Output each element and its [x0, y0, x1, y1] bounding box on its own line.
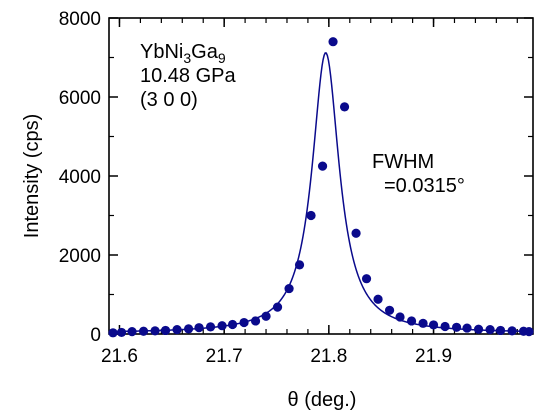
data-point	[351, 228, 361, 238]
data-point	[373, 294, 383, 304]
data-point	[317, 161, 328, 171]
data-point	[384, 305, 395, 315]
data-point	[183, 324, 194, 334]
data-point	[250, 316, 261, 326]
fwhm-value-label: =0.0315°	[384, 175, 465, 197]
data-point	[160, 325, 171, 336]
x-axis-title: θ (deg.)	[288, 389, 357, 411]
reflection-label: (3 0 0)	[140, 89, 198, 111]
data-point	[108, 328, 118, 338]
data-points	[108, 37, 534, 338]
pressure-label: 10.48 GPa	[140, 65, 237, 87]
data-point	[328, 37, 338, 47]
x-tick-label: 21.9	[415, 346, 452, 367]
data-point	[418, 318, 428, 328]
data-point	[194, 323, 204, 333]
y-tick-label: 0	[90, 325, 101, 346]
data-point	[406, 316, 417, 326]
data-point	[261, 311, 271, 321]
data-point	[227, 319, 238, 330]
data-point	[239, 317, 249, 328]
data-point	[361, 274, 372, 284]
data-point	[150, 326, 160, 336]
x-tick-label: 21.6	[101, 346, 138, 367]
x-tick-label: 21.7	[206, 346, 243, 367]
data-point	[284, 283, 294, 294]
fwhm-label: FWHM	[372, 151, 434, 173]
data-point	[495, 325, 506, 336]
y-tick-label: 8000	[59, 9, 101, 30]
data-point	[428, 320, 439, 330]
data-point	[272, 302, 283, 312]
data-point	[172, 325, 182, 335]
y-tick-labels: 0 2000 4000 6000 8000	[59, 9, 101, 346]
sample-name-label: YbNi3Ga9	[140, 41, 226, 66]
y-tick-label: 4000	[59, 167, 101, 188]
data-point	[395, 312, 405, 322]
data-point	[339, 102, 350, 112]
y-tick-label: 2000	[59, 246, 101, 267]
y-tick-label: 6000	[59, 88, 101, 109]
data-point	[440, 321, 450, 332]
data-point	[205, 322, 216, 332]
y-axis-title: Intensity (cps)	[21, 114, 43, 238]
data-point	[294, 260, 305, 270]
data-point	[138, 326, 149, 336]
x-tick-labels: 21.6 21.7 21.8 21.9	[101, 346, 452, 367]
data-point	[127, 327, 137, 337]
data-point	[507, 326, 517, 336]
data-point	[116, 327, 127, 338]
data-point	[306, 210, 316, 221]
data-point	[524, 327, 534, 337]
data-point	[462, 323, 472, 333]
data-point	[485, 325, 495, 335]
data-point	[473, 324, 484, 334]
x-tick-label: 21.8	[310, 346, 347, 367]
data-point	[451, 322, 462, 332]
data-point	[217, 321, 227, 331]
